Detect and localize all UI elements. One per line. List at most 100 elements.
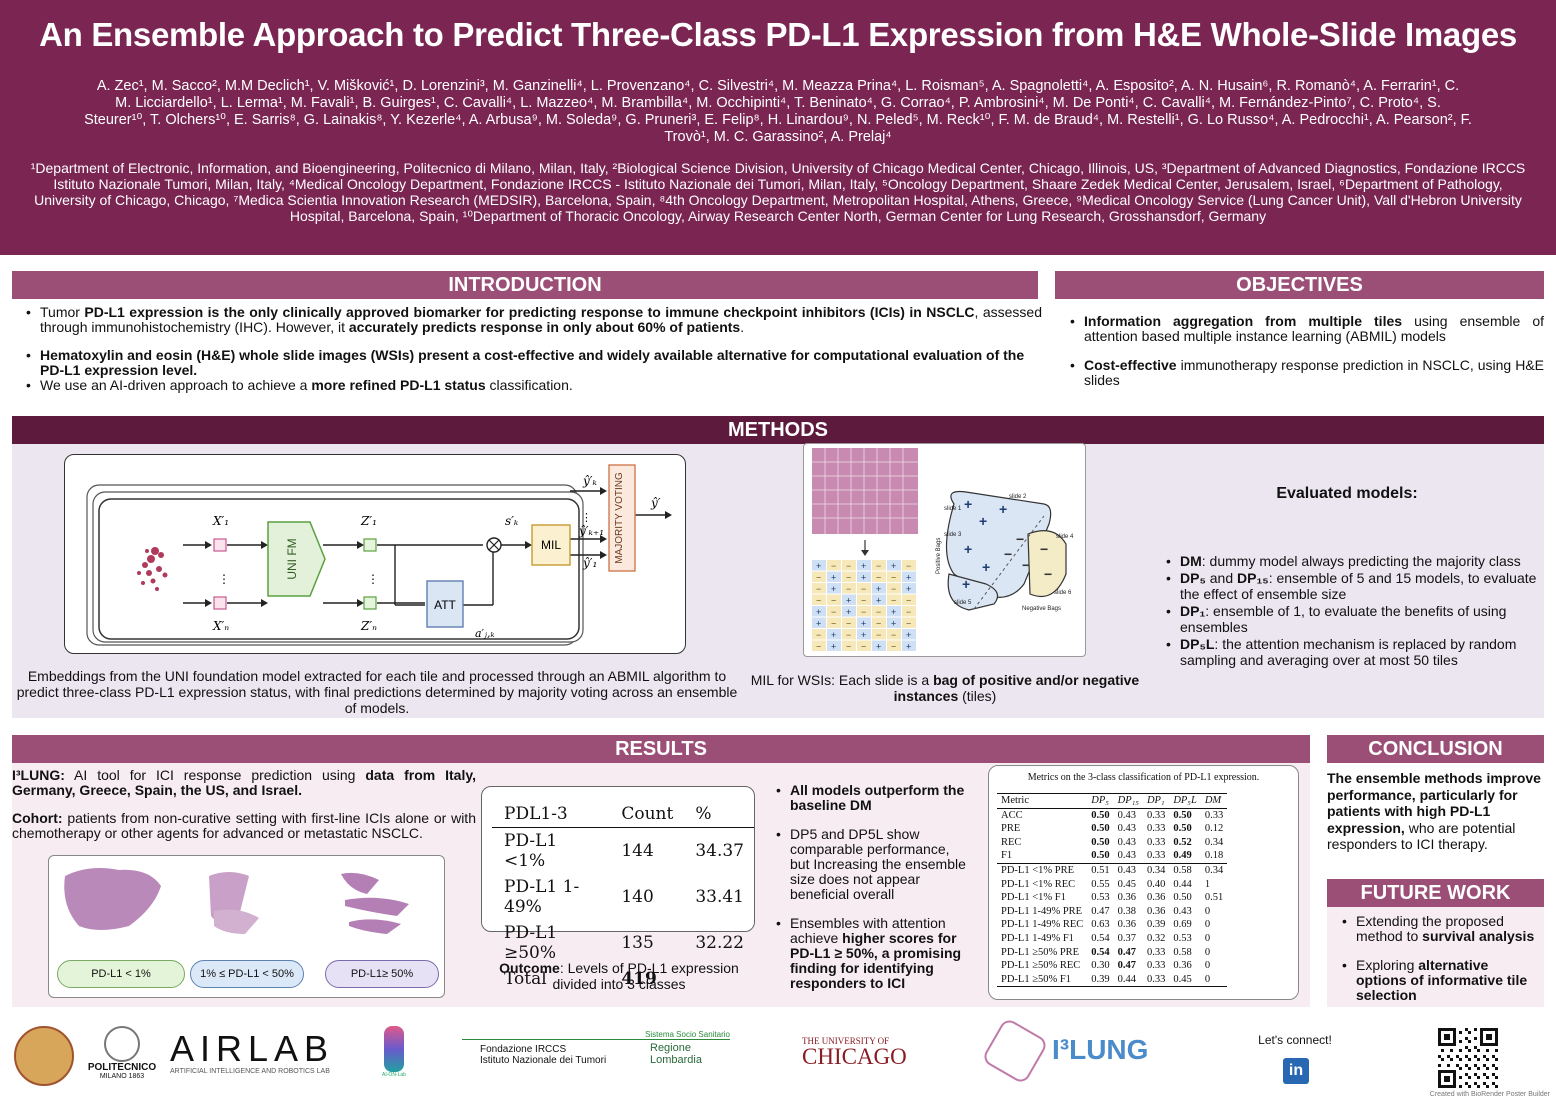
metrics-cell: 0.51 [1204,892,1224,904]
table-cell: PD-L1 ≥50% [504,923,558,963]
instance-tile [812,560,826,571]
i3lung-logo: I³LUNG [980,1016,1160,1086]
metrics-cell: 0.34 [1204,836,1224,848]
svg-text:+: + [979,513,987,529]
metrics-row: PD-L1 1-49% PRE 0.47 0.38 0.36 0.43 0 [997,905,1227,919]
methods-heading: METHODS [12,416,1544,444]
metrics-cell: ACC [1001,809,1023,821]
metrics-cell: 0.53 [1173,932,1192,944]
results-intro: I³LUNG: AI tool for ICI response predict… [12,768,476,841]
label-x1: X′₁ [212,514,229,528]
instance-sign: − [876,630,881,640]
model-item: DM: dummy model always predicting the ma… [1162,553,1540,570]
metrics-cell: 0.38 [1117,905,1136,917]
instance-tile [902,594,916,605]
metrics-cell: 0.49 [1173,850,1192,862]
label-sk: s′ₖ [505,514,519,528]
metrics-row: PRE 0.50 0.43 0.33 0.50 0.12 [997,822,1227,836]
metrics-cell: 0.43 [1117,864,1136,876]
slide-label: slide 6 [1054,590,1072,596]
metrics-cell: 0 [1204,973,1211,985]
metrics-cell: PD-L1 1-49% REC [1001,919,1084,931]
results-heading: RESULTS [12,735,1310,763]
intro-bullet: Tumor PD-L1 expression is the only clini… [22,305,1042,335]
label-mil: MIL [541,538,561,552]
instance-tile [902,583,916,594]
instance-tile [842,571,856,582]
instance-sign: − [861,642,866,652]
metrics-header: DM [1204,795,1222,806]
label-dots: ⋮ [581,512,592,524]
istituto-tumori-logo: Sistema Socio Sanitario Fondazione IRCCS… [462,1030,730,1086]
instance-sign: − [846,630,851,640]
instance-sign: + [816,619,821,629]
uchicago-logo: THE UNIVERSITY OF CHICAGO [802,1036,907,1069]
metrics-cell: 0.40 [1146,878,1166,890]
majority-voting-block [608,464,636,572]
svg-text:−: − [1040,541,1048,557]
linkedin-icon[interactable]: in [1283,1058,1309,1084]
qr-code-icon[interactable] [1438,1028,1498,1088]
total-label: Total [504,969,547,989]
svg-text:+: + [962,576,970,592]
introduction-list: Tumor PD-L1 expression is the only clini… [22,305,1042,394]
findings-list: All models outperform the baseline DM DP… [772,783,972,991]
table-header: Count [621,804,674,824]
conclusion-heading: CONCLUSION [1327,735,1544,763]
authors-line: M. Licciardello¹, L. Lerma¹, M. Favali¹,… [115,95,1441,111]
connect-label: Let's connect! [1258,1033,1332,1047]
instance-tile [872,594,886,605]
instance-tile [902,629,916,640]
metrics-table: Metrics on the 3-class classification of… [988,765,1299,1000]
instance-tile [812,583,826,594]
mil-caption: MIL for WSIs: Each slide is a bag of pos… [750,672,1140,704]
instance-tile [887,629,901,640]
metrics-cell: 0.58 [1173,864,1192,876]
metrics-header: Metric [1001,795,1029,806]
instance-grid: + − − + − + −− + − + − − +− + − − + − +− − + − + − −+ − + − − + −+ − − + −… [812,560,916,652]
metrics-cell: 0.47 [1091,905,1110,917]
slide-label: slide 2 [1009,494,1027,500]
instance-tile [842,640,856,651]
instance-sign: + [816,607,821,617]
class-badge-low: PD-L1 < 1% [57,960,185,988]
metrics-cell: 0.33 [1146,850,1166,862]
metrics-row: PD-L1 ≥50% F1 0.39 0.44 0.33 0.45 0 [997,973,1227,987]
instance-sign: − [846,619,851,629]
metrics-cell: 0.30 [1091,960,1110,972]
instance-sign: − [816,630,821,640]
instance-tile [887,594,901,605]
introduction-heading: INTRODUCTION [12,271,1038,299]
instance-sign: − [876,561,881,571]
instance-tile [872,583,886,594]
slides-svg [64,868,409,934]
instance-tile [857,606,871,617]
slide-label: slide 4 [1056,534,1074,540]
table-cell: 140 [621,887,654,907]
metrics-cell: 0.39 [1146,919,1166,931]
instance-sign: − [816,642,821,652]
instance-tile [902,640,916,651]
instance-tile [812,640,826,651]
metrics-row: F1 0.50 0.43 0.33 0.49 0.18 [997,849,1228,864]
instance-sign: − [906,596,911,606]
label-yk: ŷ′ₖ [582,474,598,488]
instance-sign: − [891,573,896,583]
instance-sign: − [906,561,911,571]
instance-tile [842,560,856,571]
instance-sign: + [846,607,851,617]
metrics-cell: 0 [1204,919,1211,931]
objectives-heading: OBJECTIVES [1055,271,1544,299]
metrics-cell: PD-L1 ≥50% F1 [1001,973,1071,985]
metrics-cell: 0.50 [1091,823,1110,835]
cohort-paragraph: Cohort: patients from non-curative setti… [12,810,476,841]
metrics-cell: 0.33 [1146,946,1166,958]
mil-block [531,524,571,566]
instance-sign: + [831,642,836,652]
objectives-list: Information aggregation from multiple ti… [1066,314,1544,388]
metrics-cell: 0.45 [1173,973,1192,985]
metrics-cell: 0.47 [1117,946,1136,958]
metrics-row: PD-L1 <1% F1 0.53 0.36 0.36 0.50 0.51 [997,891,1227,905]
metrics-cell: 0.54 [1091,932,1110,944]
instance-tile [857,571,871,582]
